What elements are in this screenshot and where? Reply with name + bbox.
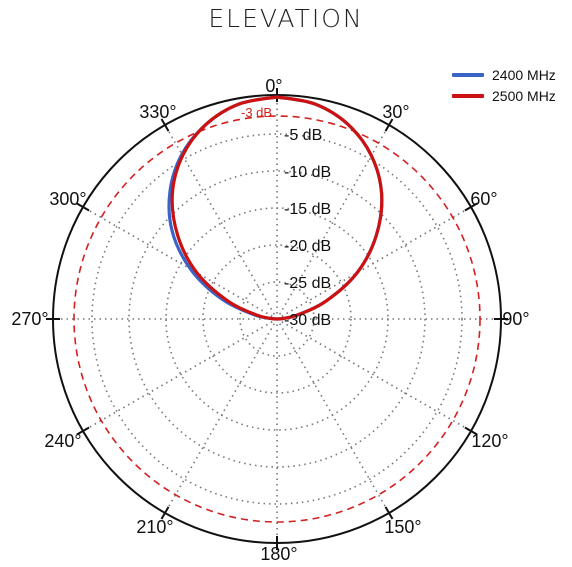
angle-tick-mark	[384, 506, 394, 520]
legend-item: 2500 MHz	[452, 85, 556, 106]
grid-ring	[91, 133, 463, 505]
angle-tick-mark	[464, 202, 478, 212]
reference-circle	[73, 115, 481, 523]
grid-spoke	[276, 318, 472, 432]
grid-ring	[128, 170, 426, 468]
angle-tick-label: 120°	[471, 431, 508, 451]
radial-tick-label: -20 dB	[284, 238, 331, 255]
series-line-1	[170, 95, 384, 321]
angle-tick-label: 30°	[382, 102, 409, 122]
radial-tick-label: -25 dB	[284, 275, 331, 292]
angle-tick-label: 210°	[136, 517, 173, 537]
radial-tick-label: -15 dB	[284, 201, 331, 218]
grid-spoke	[82, 206, 278, 320]
grid-spoke	[276, 206, 472, 320]
angle-tick-mark	[76, 202, 90, 212]
angle-tick-label: 90°	[502, 309, 529, 329]
grid-spoke	[276, 318, 390, 514]
grid-spoke	[164, 318, 278, 514]
angle-tick-mark	[160, 118, 170, 132]
angle-tick-label: 180°	[260, 544, 297, 564]
grid-ring	[239, 281, 315, 357]
chart-title: ELEVATION	[208, 4, 364, 33]
legend-label: 2400 MHz	[492, 66, 556, 83]
radial-tick-label: -5 dB	[284, 127, 322, 144]
legend-item: 2400 MHz	[452, 64, 556, 85]
grid-ring	[202, 244, 352, 394]
legend-swatch	[452, 93, 484, 98]
legend-label: 2500 MHz	[492, 87, 556, 104]
legend-swatch	[452, 72, 484, 77]
legend: 2400 MHz 2500 MHz	[452, 64, 556, 106]
reference-label: -3 dB	[241, 105, 272, 120]
angle-tick-label: 0°	[265, 76, 282, 96]
series-layer	[167, 95, 384, 321]
label-layer: -5 dB -10 dB -15 dB -20 dB -25 dB -30 dB -3 dB…	[11, 76, 529, 564]
angle-tick-mark	[160, 506, 170, 520]
grid-spoke	[82, 318, 278, 432]
angle-tick-label: 60°	[470, 189, 497, 209]
angle-tick-label: 240°	[44, 431, 81, 451]
angle-tick-label: 150°	[384, 517, 421, 537]
radial-tick-label: -10 dB	[284, 164, 331, 181]
angle-tick-mark	[464, 426, 478, 436]
grid-layer	[46, 88, 508, 550]
angle-tick-mark	[384, 118, 394, 132]
angle-tick-label: 300°	[49, 189, 86, 209]
radial-tick-label: -30 dB	[284, 312, 331, 329]
angle-tick-label: 270°	[11, 309, 48, 329]
angle-tick-label: 330°	[139, 102, 176, 122]
angle-tick-mark	[76, 426, 90, 436]
